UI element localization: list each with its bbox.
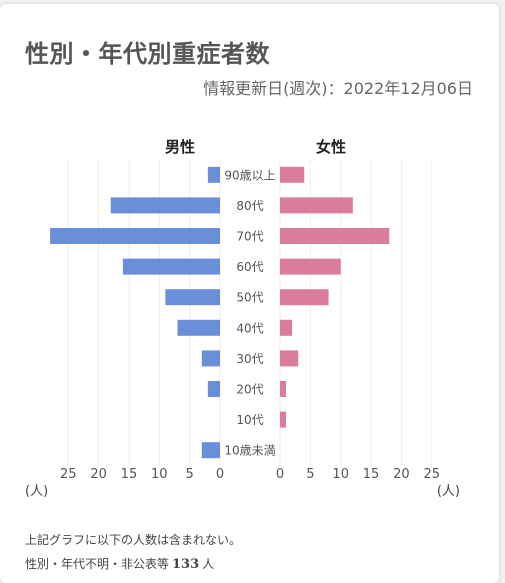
note-unknown: 性別・年代不明・非公表等 133 人 xyxy=(25,555,214,572)
category-label: 90歳以上 xyxy=(224,168,275,182)
bar-male xyxy=(177,319,220,336)
page-title: 性別・年代別重症者数 xyxy=(25,40,270,68)
butterfly-chart: 男性 女性 90歳以上 80代 70代 60代 50代 40代 30代 20代 10代 10歳未満 25… xyxy=(25,138,460,499)
tick-label-female: 15 xyxy=(363,467,380,482)
bar-female xyxy=(280,381,287,397)
category-label: 20代 xyxy=(236,383,263,397)
note-unknown-label: 性別・年代不明・非公表等 xyxy=(25,557,170,571)
bar-male xyxy=(165,289,220,306)
tick-label-male: 10 xyxy=(151,467,168,482)
update-date: 情報更新日(週次)：2022年12月06日 xyxy=(203,79,473,98)
legend-female: 女性 xyxy=(316,138,346,156)
bar-female xyxy=(280,258,341,275)
category-label: 10歳未満 xyxy=(224,444,275,458)
bar-male xyxy=(201,350,220,367)
unit-label-right: (人) xyxy=(437,484,460,499)
bar-female xyxy=(280,411,287,428)
category-label: 40代 xyxy=(236,321,263,335)
note-unknown-unit: 人 xyxy=(202,557,215,571)
bar-male xyxy=(207,166,220,183)
category-label: 10代 xyxy=(236,413,263,427)
bar-female xyxy=(280,350,299,367)
bar-male xyxy=(201,442,220,459)
category-label: 80代 xyxy=(236,199,263,213)
tick-label-female: 25 xyxy=(423,467,440,482)
tick-label-female: 10 xyxy=(332,467,349,482)
tick-label-female: 0 xyxy=(276,467,284,482)
tick-label-male: 25 xyxy=(60,467,77,482)
bar-male xyxy=(50,228,220,244)
bar-male xyxy=(122,258,220,275)
bar-female xyxy=(280,319,293,336)
bar-female xyxy=(280,228,390,244)
bar-female xyxy=(280,197,353,214)
tick-label-female: 20 xyxy=(393,467,410,482)
category-label: 60代 xyxy=(236,260,263,274)
unit-label-left: (人) xyxy=(25,484,48,499)
bar-female xyxy=(280,166,305,183)
bar-female xyxy=(280,289,329,306)
tick-label-male: 0 xyxy=(216,467,224,482)
category-label: 50代 xyxy=(236,291,263,305)
bar-male xyxy=(207,381,220,397)
category-label: 70代 xyxy=(236,230,263,244)
note-excluded: 上記グラフに以下の人数は含まれない。 xyxy=(25,533,242,547)
category-label: 30代 xyxy=(236,352,263,366)
tick-label-male: 20 xyxy=(90,467,107,482)
chart-card: 性別・年代別重症者数 情報更新日(週次)：2022年12月06日 男性 女性 90歳… xyxy=(0,4,499,583)
legend-male: 男性 xyxy=(165,138,195,156)
bar-male xyxy=(110,197,220,214)
tick-label-female: 5 xyxy=(306,467,314,482)
tick-label-male: 5 xyxy=(186,467,194,482)
tick-label-male: 15 xyxy=(121,467,138,482)
note-unknown-value: 133 xyxy=(172,557,200,572)
